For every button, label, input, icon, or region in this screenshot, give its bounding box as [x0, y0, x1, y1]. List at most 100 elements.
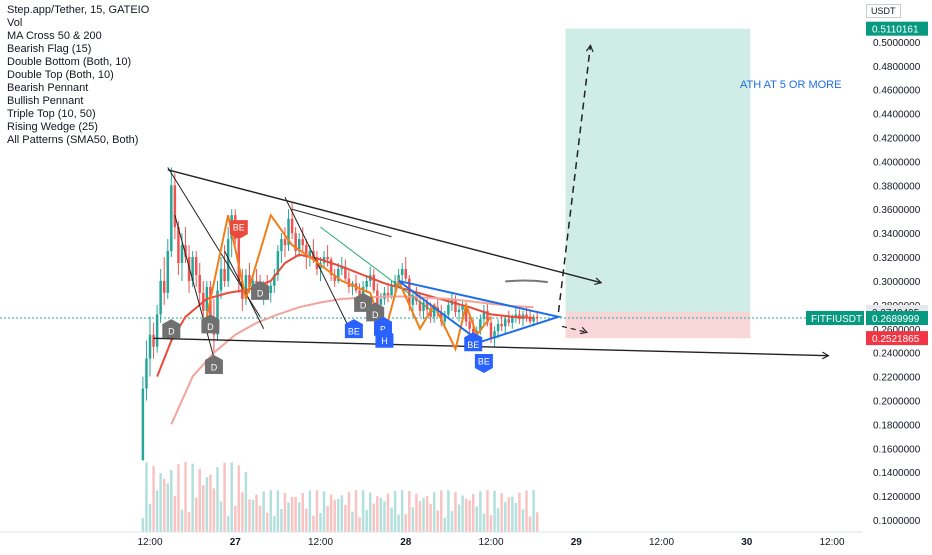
volume-bar	[308, 490, 312, 532]
stop-price-tag-bg	[866, 331, 928, 346]
volume-bar	[496, 508, 500, 532]
volume-bar	[450, 511, 454, 532]
x-tick-label: 12:00	[308, 537, 333, 548]
candle-body	[141, 388, 145, 461]
candle-body	[244, 274, 248, 299]
volume-bar	[489, 515, 493, 532]
candle-body	[386, 292, 390, 296]
pattern-label-text: D	[360, 300, 367, 310]
volume-bar	[184, 462, 187, 532]
indicator-item[interactable]: Rising Wedge (25)	[7, 121, 98, 133]
candle-body	[415, 295, 418, 302]
candle-body	[305, 245, 308, 258]
volume-bar	[180, 509, 184, 532]
candle-body	[372, 274, 376, 291]
candle-body	[347, 278, 351, 287]
candle-body	[191, 257, 194, 281]
thin-trendline	[320, 226, 435, 314]
volume-bar	[205, 477, 209, 532]
volume-bar	[276, 490, 280, 532]
volume-bar	[471, 494, 475, 532]
candle-body	[461, 306, 464, 310]
volume-bar	[198, 468, 201, 532]
x-tick-label: 29	[571, 537, 583, 548]
candle-body	[418, 301, 422, 311]
candle-body	[482, 310, 486, 320]
candle-body	[180, 245, 184, 264]
volume-bar	[283, 492, 287, 532]
candle-body	[152, 334, 155, 347]
volume-bar	[525, 490, 528, 532]
volume-bar	[251, 499, 255, 532]
pattern-label-text: H	[381, 336, 388, 346]
resistance-squiggle	[505, 279, 548, 284]
indicator-item[interactable]: Triple Top (10, 50)	[7, 108, 96, 120]
indicator-item[interactable]: Bearish Pennant	[7, 82, 89, 94]
volume-bar	[187, 511, 191, 532]
volume-bar	[365, 510, 368, 532]
pattern-label: D	[204, 355, 223, 375]
volume-bar	[315, 490, 319, 532]
volume-bar	[383, 501, 386, 532]
y-tick-label: 0.3800000	[873, 181, 921, 192]
pattern-label-shape	[344, 319, 363, 339]
candle-body	[447, 304, 450, 315]
volume-bar	[344, 504, 347, 532]
symbol-title[interactable]: Step.app/Tether, 15, GATEIO	[7, 4, 150, 16]
target-price-tag-bg	[866, 21, 928, 36]
candle-body	[155, 314, 159, 347]
pattern-label: D	[366, 302, 385, 322]
volume-bar	[148, 503, 152, 532]
volume-bar	[159, 473, 162, 532]
candle-body	[287, 218, 290, 246]
volume-bar	[415, 493, 418, 532]
annotation-text: ATH AT 5 OR MORE	[740, 79, 841, 91]
candle-body	[280, 239, 283, 252]
target-price-tag: 0.5110161	[872, 25, 919, 36]
lower-trendline-arrow	[821, 351, 830, 360]
volume-bar	[258, 505, 262, 532]
candle-body	[525, 314, 528, 317]
volume-bar	[241, 492, 244, 532]
indicator-item[interactable]: Bullish Pennant	[7, 95, 84, 107]
volume-bar	[404, 514, 407, 532]
volume-bar	[390, 507, 393, 532]
candle-body	[216, 290, 219, 335]
candle-body	[404, 268, 407, 279]
y-tick-label: 0.2000000	[873, 396, 921, 407]
volume-bar	[305, 508, 308, 532]
price-axis: 0.5000000 0.4800000 0.4600000 0.4400000 0.42…	[806, 0, 932, 550]
indicator-item[interactable]: MA Cross 50 & 200	[7, 30, 102, 42]
candle-body	[400, 268, 404, 275]
candle-body	[177, 227, 180, 264]
candle-body	[503, 319, 507, 327]
indicator-item[interactable]: All Patterns (SMA50, Both)	[7, 134, 139, 146]
indicator-item[interactable]: Double Bottom (Both, 10)	[7, 56, 132, 68]
volume-bar	[507, 497, 511, 532]
y-tick-label: 0.1800000	[873, 420, 921, 431]
volume-bar	[386, 493, 390, 532]
volume-bar	[418, 500, 422, 532]
volume-bar	[535, 512, 539, 532]
volume-bar	[216, 467, 219, 532]
pennant-wedge	[398, 279, 563, 344]
indicator-item[interactable]: Double Top (Both, 10)	[7, 69, 114, 81]
indicator-item[interactable]: Vol	[7, 17, 23, 29]
volume-bar	[393, 490, 397, 532]
volume-bar	[461, 495, 464, 532]
volume-bar	[322, 491, 326, 532]
volume-bar	[294, 497, 297, 532]
currency-badge[interactable]: USDT	[866, 4, 901, 18]
y-tick-label: 0.5000000	[873, 38, 921, 49]
indicator-item[interactable]: Bearish Flag (15)	[7, 43, 92, 55]
candle-body	[454, 300, 457, 313]
candle-body	[145, 358, 148, 389]
volume-bar	[408, 490, 411, 532]
volume-bar	[297, 502, 301, 532]
projection-dashed-short	[561, 325, 588, 333]
volume-bar	[155, 490, 159, 532]
volume-bar	[432, 492, 436, 532]
candle-body	[166, 251, 170, 293]
